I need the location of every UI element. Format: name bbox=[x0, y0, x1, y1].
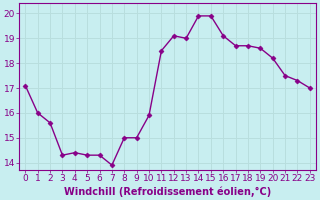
X-axis label: Windchill (Refroidissement éolien,°C): Windchill (Refroidissement éolien,°C) bbox=[64, 186, 271, 197]
